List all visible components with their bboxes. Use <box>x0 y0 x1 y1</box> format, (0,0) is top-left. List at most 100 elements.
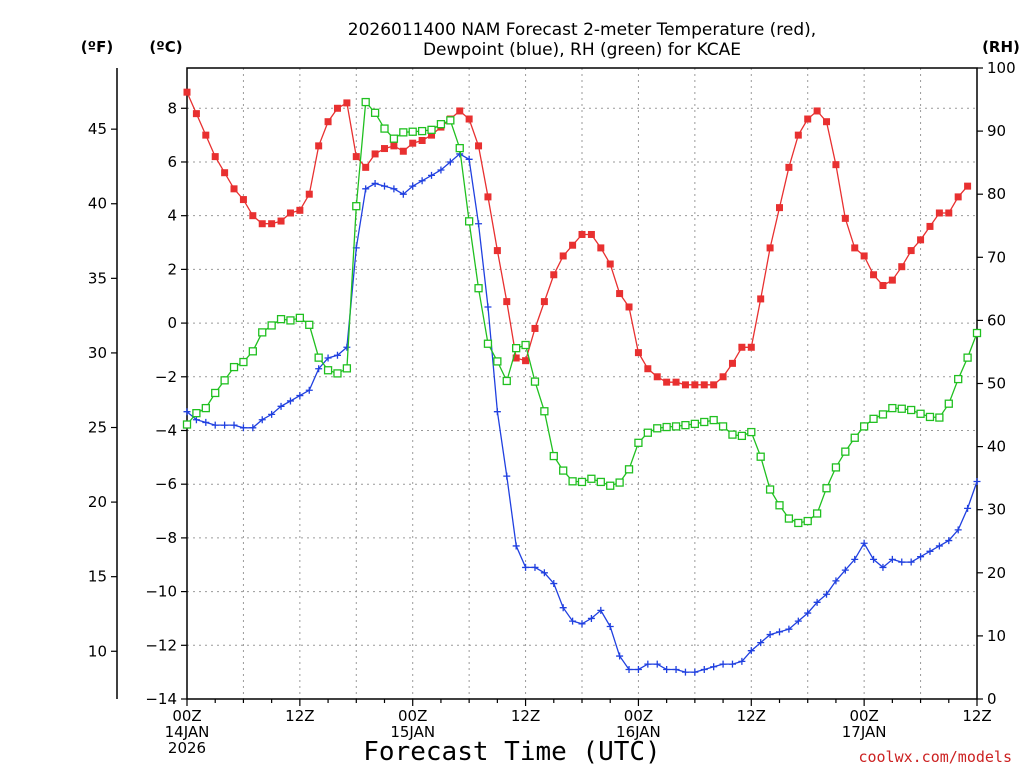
data-point-temperature <box>578 230 586 238</box>
fahrenheit-tick-label: 35 <box>88 269 107 287</box>
data-point-rh <box>286 316 295 325</box>
data-point-rh <box>352 202 361 211</box>
celsius-tick-label: 4 <box>167 207 177 225</box>
data-point-temperature <box>475 142 483 150</box>
rh-tick-label: 40 <box>987 438 1006 456</box>
data-point-rh <box>831 463 841 472</box>
fahrenheit-tick-label: 10 <box>88 642 107 660</box>
data-point-rh <box>464 217 474 226</box>
data-point-dewpoint <box>728 660 736 668</box>
x-tick-label: 12Z <box>737 707 766 725</box>
data-point-dewpoint <box>399 190 407 198</box>
celsius-tick-label: −4 <box>155 421 177 439</box>
data-point-dewpoint <box>559 604 567 612</box>
x-tick-label: 12Z <box>962 707 991 725</box>
data-point-dewpoint <box>343 343 351 351</box>
data-point-temperature <box>841 214 849 222</box>
data-point-dewpoint <box>917 553 925 561</box>
data-point-rh <box>211 388 220 398</box>
data-point-dewpoint <box>531 563 539 571</box>
data-point-temperature <box>823 118 831 126</box>
data-point-dewpoint <box>465 155 473 163</box>
data-point-dewpoint <box>653 660 661 668</box>
data-point-temperature <box>409 139 417 147</box>
data-point-dewpoint <box>898 558 906 566</box>
data-point-temperature <box>719 373 727 381</box>
data-point-temperature <box>804 115 812 123</box>
data-point-temperature <box>935 209 943 217</box>
data-point-temperature <box>879 281 887 289</box>
series-dewpoint <box>184 150 981 676</box>
data-series <box>182 89 982 676</box>
data-point-rh <box>737 431 747 441</box>
data-point-temperature <box>888 276 896 284</box>
data-point-dewpoint <box>663 665 671 673</box>
data-point-rh <box>389 134 399 143</box>
data-point-rh <box>803 516 812 526</box>
data-point-dewpoint <box>333 351 341 359</box>
data-point-dewpoint <box>691 668 699 676</box>
data-point-temperature <box>258 220 266 228</box>
data-point-rh <box>182 420 192 429</box>
data-point-temperature <box>738 343 746 351</box>
fahrenheit-tick-label: 45 <box>88 120 107 138</box>
data-point-rh <box>944 399 953 408</box>
data-point-rh <box>521 340 530 350</box>
x-tick-label: 12Z <box>511 707 540 725</box>
data-point-rh <box>323 366 333 375</box>
plot-frame <box>186 67 978 700</box>
data-point-rh <box>972 328 982 338</box>
data-point-rh <box>220 376 229 385</box>
data-point-temperature <box>390 142 398 150</box>
fahrenheit-tick-label: 40 <box>88 195 107 213</box>
data-point-rh <box>728 430 737 439</box>
data-point-rh <box>634 438 643 447</box>
data-point-temperature <box>371 150 379 158</box>
x-tick-label: 15JAN <box>390 723 435 741</box>
data-point-temperature <box>305 190 313 198</box>
data-point-rh <box>596 477 605 487</box>
data-point-dewpoint <box>945 537 953 545</box>
data-point-rh <box>681 420 690 430</box>
data-point-rh <box>549 451 558 461</box>
data-point-rh <box>784 514 794 523</box>
rh-tick-label: 70 <box>987 248 1006 266</box>
data-point-dewpoint <box>192 416 200 424</box>
x-tick-label: 17JAN <box>842 723 887 741</box>
rh-tick-label: 90 <box>987 122 1006 140</box>
data-point-temperature <box>211 153 219 161</box>
data-point-temperature <box>381 145 388 153</box>
data-point-temperature <box>898 263 906 271</box>
data-point-temperature <box>681 381 689 389</box>
data-point-temperature <box>512 354 520 362</box>
data-point-rh <box>690 419 700 429</box>
data-point-temperature <box>851 244 859 252</box>
data-point-dewpoint <box>362 185 370 193</box>
celsius-tick-label: −8 <box>155 529 177 547</box>
data-point-dewpoint <box>286 397 294 405</box>
data-point-dewpoint <box>305 386 313 394</box>
data-point-dewpoint <box>475 220 483 228</box>
data-point-dewpoint <box>625 665 633 673</box>
data-point-rh <box>878 410 888 419</box>
data-point-rh <box>380 124 389 133</box>
rh-tick-label: 80 <box>987 185 1006 203</box>
series-rh <box>182 97 982 528</box>
data-point-dewpoint <box>550 580 558 588</box>
data-point-rh <box>201 403 210 413</box>
data-point-dewpoint <box>418 177 426 185</box>
chart-title-line2: Dewpoint (blue), RH (green) for KCAE <box>423 40 741 60</box>
data-point-dewpoint <box>935 542 943 550</box>
data-point-rh <box>897 404 906 413</box>
celsius-unit-label: (ºC) <box>149 38 182 56</box>
data-point-temperature <box>202 131 210 139</box>
data-point-rh <box>295 313 305 323</box>
data-point-temperature <box>221 169 229 177</box>
rh-tick-label: 20 <box>987 564 1006 582</box>
data-point-rh <box>916 409 925 418</box>
data-point-temperature <box>503 298 511 306</box>
data-point-rh <box>954 374 963 384</box>
data-point-dewpoint <box>390 185 398 193</box>
data-point-rh <box>483 339 493 348</box>
data-point-temperature <box>192 110 200 118</box>
